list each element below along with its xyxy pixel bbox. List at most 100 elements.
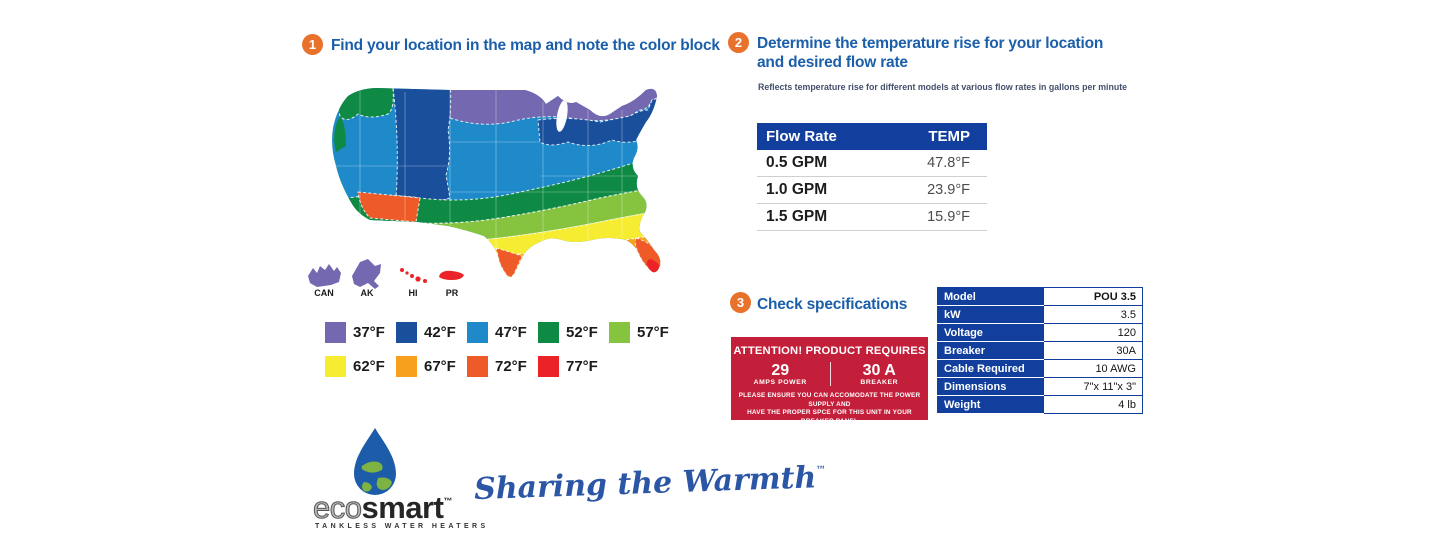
zone-72f-south-texas [495, 247, 523, 277]
map-inset-canada [308, 264, 341, 287]
logo-tagline: TANKLESS WATER HEATERS [315, 523, 489, 530]
table-row: Breaker 30A [937, 341, 1143, 360]
map-zones [332, 88, 661, 277]
specifications-table: Model POU 3.5 kW 3.5 Voltage 120 Breaker 30A… [937, 287, 1143, 414]
spec-key: Weight [937, 395, 1044, 414]
ecosmart-wordmark: ecosmart™ [312, 490, 452, 526]
legend-item: 47°F [467, 322, 538, 343]
temp-cell: 47.8°F [927, 155, 970, 171]
inset-label-can: CAN [314, 288, 334, 298]
spec-value: 4 lb [1043, 395, 1143, 414]
table-row: Weight 4 lb [937, 395, 1143, 414]
attention-note-line-2: HAVE THE PROPER SPCE FOR THIS UNIT IN YO… [747, 409, 912, 425]
spec-value: POU 3.5 [1043, 287, 1143, 306]
zone-37f [449, 88, 661, 125]
spec-key: Breaker [937, 341, 1044, 360]
legend-label: 52°F [566, 324, 598, 341]
attention-title: ATTENTION! PRODUCT REQUIRES [733, 345, 926, 357]
legend-label: 62°F [353, 358, 385, 375]
step-1-number: 1 [308, 37, 317, 52]
legend-label: 47°F [495, 324, 527, 341]
spec-value: 7"x 11"x 3" [1043, 377, 1143, 396]
slogan: Sharing the Warmth™ [473, 460, 826, 507]
spec-key: kW [937, 305, 1044, 324]
step-2-badge: 2 [728, 32, 749, 53]
us-temperature-map: CAN AK HI PR [308, 88, 661, 298]
legend-swatch [538, 322, 559, 343]
inset-label-hi: HI [409, 288, 418, 298]
map-legend-row-1: 37°F 42°F 47°F 52°F 57°F [325, 322, 680, 343]
flow-rate-cell: 1.5 GPM [766, 208, 828, 225]
slogan-text: Sharing the Warmth [473, 460, 817, 508]
water-drop-globe-icon [354, 428, 396, 495]
breaker-value: 30 A [862, 362, 896, 379]
zone-77f-florida-tip [646, 259, 660, 273]
map-inset-hawaii [400, 268, 427, 283]
map-inset-alaska [352, 259, 381, 289]
temp-column-header: TEMP [928, 128, 970, 145]
logo-smart-text: smart [361, 490, 444, 525]
map-legend-row-2: 62°F 67°F 72°F 77°F [325, 356, 609, 377]
step-2-title: Determine the temperature rise for your … [757, 34, 1103, 72]
legend-label: 72°F [495, 358, 527, 375]
attention-note: PLEASE ENSURE YOU CAN ACCOMODATE THE POW… [731, 392, 928, 426]
spec-key: Cable Required [937, 359, 1044, 378]
step-1-badge: 1 [302, 34, 323, 55]
legend-label: 37°F [353, 324, 385, 341]
step-3-badge: 3 [730, 292, 751, 313]
slogan-trademark: ™ [815, 464, 827, 477]
legend-label: 77°F [566, 358, 598, 375]
legend-swatch [325, 356, 346, 377]
legend-swatch [467, 356, 488, 377]
state-borders [336, 90, 640, 248]
flow-rate-column-header: Flow Rate [766, 128, 837, 145]
step-2-title-line-1: Determine the temperature rise for your … [757, 35, 1104, 52]
legend-item: 72°F [467, 356, 538, 377]
temp-cell: 15.9°F [927, 209, 970, 225]
flow-rate-cell: 0.5 GPM [766, 154, 828, 171]
step-3-number: 3 [736, 295, 745, 310]
legend-label: 57°F [637, 324, 669, 341]
zone-42f-west [391, 88, 452, 202]
legend-swatch [538, 356, 559, 377]
table-row: 0.5 GPM 47.8°F [757, 150, 987, 177]
spec-value: 120 [1043, 323, 1143, 342]
flow-rate-table: Flow Rate TEMP 0.5 GPM 47.8°F 1.0 GPM 23… [757, 123, 987, 231]
attention-note-line-1: PLEASE ENSURE YOU CAN ACCOMODATE THE POW… [738, 392, 921, 408]
amps-label: AMPS POWER [753, 379, 807, 386]
legend-swatch [609, 322, 630, 343]
spec-key: Model [937, 287, 1044, 306]
spec-key: Dimensions [937, 377, 1044, 396]
map-inset-puerto-rico [439, 270, 464, 280]
logo-trademark: ™ [443, 496, 452, 506]
legend-item: 67°F [396, 356, 467, 377]
temp-cell: 23.9°F [927, 182, 970, 198]
step-2-subtitle: Reflects temperature rise for different … [758, 82, 1128, 92]
legend-swatch [467, 322, 488, 343]
legend-swatch [396, 356, 417, 377]
spec-value: 3.5 [1043, 305, 1143, 324]
legend-label: 67°F [424, 358, 456, 375]
legend-item: 42°F [396, 322, 467, 343]
table-row: 1.5 GPM 15.9°F [757, 204, 987, 231]
table-row: Cable Required 10 AWG [937, 359, 1143, 378]
table-row: kW 3.5 [937, 305, 1143, 324]
lake-michigan [556, 100, 568, 132]
flow-table-header: Flow Rate TEMP [757, 123, 987, 150]
legend-item: 62°F [325, 356, 396, 377]
attention-box: ATTENTION! PRODUCT REQUIRES 29 AMPS POWE… [731, 337, 928, 425]
spec-value: 10 AWG [1043, 359, 1143, 378]
legend-item: 37°F [325, 322, 396, 343]
table-row: Voltage 120 [937, 323, 1143, 342]
amps-requirement: 29 AMPS POWER [731, 362, 830, 386]
attention-requirements: 29 AMPS POWER 30 A BREAKER [731, 362, 928, 386]
step-2-title-line-2: and desired flow rate [757, 54, 908, 71]
legend-swatch [396, 322, 417, 343]
legend-label: 42°F [424, 324, 456, 341]
legend-swatch [325, 322, 346, 343]
inset-label-pr: PR [446, 288, 459, 298]
zone-72f-arizona [357, 191, 421, 223]
step-2-number: 2 [734, 35, 743, 50]
flow-rate-cell: 1.0 GPM [766, 181, 828, 198]
legend-item: 52°F [538, 322, 609, 343]
